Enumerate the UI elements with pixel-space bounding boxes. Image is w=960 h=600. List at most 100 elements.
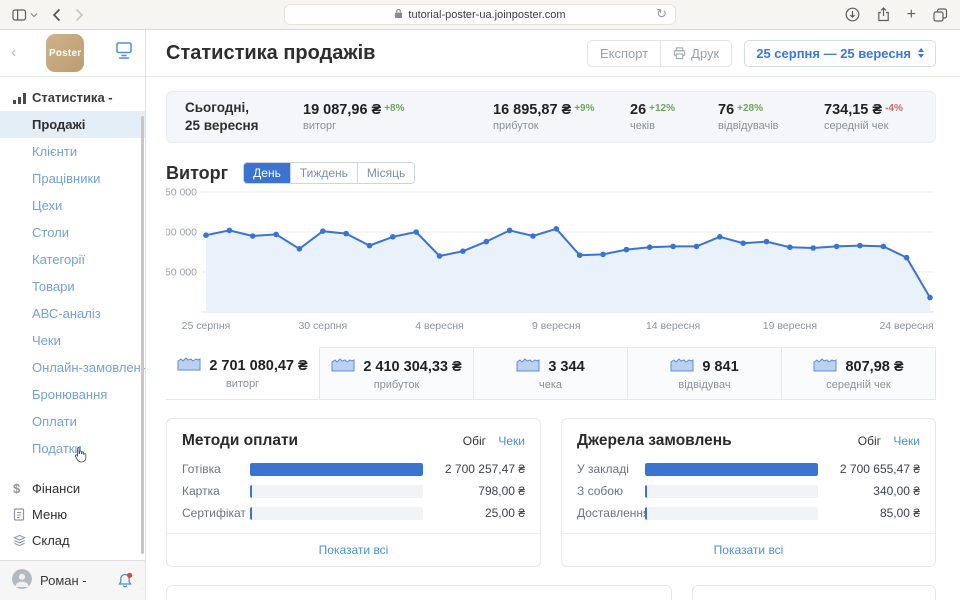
period-segmented-control: День Тиждень Місяць <box>243 162 415 184</box>
date-range-picker[interactable]: 25 серпня — 25 вересня <box>744 40 936 67</box>
sidebar-section-finance[interactable]: $ Фінанси <box>0 475 145 501</box>
sparkline-icon <box>516 357 540 376</box>
sparkline-icon <box>670 357 694 376</box>
today-stat-visitors: 76+28% відвідувачів <box>718 102 824 132</box>
svg-text:14 вересня: 14 вересня <box>646 320 700 332</box>
poster-logo[interactable]: Poster <box>46 34 84 72</box>
sidebar-item-clients[interactable]: Клієнти <box>0 138 145 165</box>
sidebar-item-tables[interactable]: Столи <box>0 219 145 246</box>
sparkline-icon <box>813 357 837 376</box>
toggle-receipts[interactable]: Чеки <box>498 434 525 448</box>
today-title: Сьогодні,25 вересня <box>185 99 303 135</box>
total-visitors[interactable]: 9 841 відвідувач <box>627 347 781 400</box>
downloads-icon[interactable] <box>845 7 860 22</box>
toggle-turnover[interactable]: Обіг <box>858 434 881 448</box>
toggle-turnover[interactable]: Обіг <box>463 434 486 448</box>
tab-overview-icon[interactable] <box>933 8 948 22</box>
sidebar-item-workshops[interactable]: Цехи <box>0 192 145 219</box>
total-profit[interactable]: 2 410 304,33 ₴ прибуток <box>319 347 473 400</box>
back-icon[interactable] <box>52 8 61 22</box>
today-stat-avg-receipt: 734,15 ₴-4% середній чек <box>824 102 903 132</box>
dollar-icon: $ <box>13 481 32 496</box>
by-weekday-title: За днями тижня <box>693 586 935 600</box>
page-title: Статистика продажів <box>166 42 375 65</box>
address-bar[interactable]: tutorial-poster-ua.joinposter.com ↻ <box>284 4 676 25</box>
pos-terminal-icon[interactable] <box>114 42 134 64</box>
by-time-title: За часом <box>167 586 671 600</box>
source-row-takeaway: З собою 340,00 ₴ <box>577 480 920 502</box>
sidebar-item-categories[interactable]: Категорії <box>0 246 145 273</box>
ssl-lock-icon <box>394 8 403 22</box>
sidebar-item-payments[interactable]: Оплати <box>0 408 145 435</box>
sidebar-item-employees[interactable]: Працівники <box>0 165 145 192</box>
svg-text:19 вересня: 19 вересня <box>763 320 817 332</box>
total-avg-receipt[interactable]: 807,98 ₴ середній чек <box>781 347 936 400</box>
user-menu[interactable]: Роман - <box>0 560 145 600</box>
sidebar-item-products[interactable]: Товари <box>0 273 145 300</box>
payment-show-all-link[interactable]: Показати всі <box>167 533 540 566</box>
svg-text:24 вересня: 24 вересня <box>879 320 933 332</box>
sidebar-item-sales[interactable]: Продажі <box>0 111 145 138</box>
source-row-in-venue: У закладі 2 700 655,47 ₴ <box>577 458 920 480</box>
today-stat-profit: 16 895,87 ₴+9% прибуток <box>493 102 630 132</box>
notification-bell-icon[interactable] <box>117 572 133 589</box>
tab-month[interactable]: Місяць <box>357 163 414 183</box>
svg-text:50 000: 50 000 <box>166 267 197 279</box>
new-tab-icon[interactable]: + <box>907 6 916 24</box>
svg-text:30 серпня: 30 серпня <box>298 320 347 332</box>
export-button[interactable]: Експорт <box>588 41 660 66</box>
toggle-receipts[interactable]: Чеки <box>893 434 920 448</box>
svg-text:25 серпня: 25 серпня <box>182 320 231 332</box>
sidebar: ‹ Poster Статистика - Продажі Клієнти Пр… <box>0 30 146 600</box>
svg-text:9 вересня: 9 вересня <box>532 320 580 332</box>
sources-show-all-link[interactable]: Показати всі <box>562 533 935 566</box>
layers-icon <box>13 534 32 547</box>
total-revenue[interactable]: 2 701 080,47 ₴ виторг <box>166 347 319 400</box>
user-name: Роман - <box>40 573 87 588</box>
sidebar-group-statistics[interactable]: Статистика - <box>0 84 145 111</box>
svg-text:4 вересня: 4 вересня <box>415 320 463 332</box>
payment-methods-card: Методи оплати Обіг Чеки Готівка 2 700 25… <box>166 418 541 567</box>
payment-row-cash: Готівка 2 700 257,47 ₴ <box>182 458 525 480</box>
order-sources-title: Джерела замовлень <box>577 432 732 450</box>
document-icon <box>13 508 32 521</box>
revenue-chart: 50 000 100 000 150 000 25 серпня 30 серпня 4 … <box>166 186 936 341</box>
source-row-delivery: Доставлення 85,00 ₴ <box>577 502 920 524</box>
sidebar-toggle-icon[interactable] <box>12 8 38 22</box>
reload-icon[interactable]: ↻ <box>656 6 667 22</box>
sidebar-scrollbar[interactable] <box>141 116 144 554</box>
url-text: tutorial-poster-ua.joinposter.com <box>408 9 565 21</box>
chart-title: Виторг <box>166 163 228 184</box>
by-time-card: За часом 300 000 <box>166 585 672 600</box>
revenue-chart-svg: 50 000 100 000 150 000 25 серпня 30 серпня 4 … <box>166 186 936 336</box>
totals-selector-row: 2 701 080,47 ₴ виторг 2 410 304,33 ₴ при… <box>166 347 936 400</box>
by-weekday-card: За днями тижня 500 000 <box>692 585 936 600</box>
tab-week[interactable]: Тиждень <box>290 163 357 183</box>
sparkline-icon <box>331 357 355 376</box>
date-range-arrows-icon <box>918 48 924 58</box>
sidebar-section-inventory[interactable]: Склад <box>0 527 145 553</box>
order-sources-card: Джерела замовлень Обіг Чеки У закладі 2 … <box>561 418 936 567</box>
avatar <box>12 569 32 592</box>
share-icon[interactable] <box>877 7 890 22</box>
svg-text:100 000: 100 000 <box>166 227 197 239</box>
svg-text:150 000: 150 000 <box>166 187 197 199</box>
mouse-cursor-hand <box>72 446 87 469</box>
today-stat-receipts: 26+12% чеків <box>630 102 718 132</box>
sidebar-section-menu[interactable]: Меню <box>0 501 145 527</box>
tab-day[interactable]: День <box>244 163 290 183</box>
bar-chart-icon <box>13 92 32 104</box>
print-button[interactable]: Друк <box>660 41 731 66</box>
payment-row-certificate: Сертифікат 25,00 ₴ <box>182 502 525 524</box>
sidebar-item-reservations[interactable]: Бронювання <box>0 381 145 408</box>
browser-chrome: tutorial-poster-ua.joinposter.com ↻ + <box>0 0 960 30</box>
forward-icon[interactable] <box>75 8 84 22</box>
printer-icon <box>673 47 686 60</box>
today-summary-card: Сьогодні,25 вересня 19 087,96 ₴+8% витор… <box>166 91 936 143</box>
sidebar-item-online-orders[interactable]: Онлайн-замовлення <box>0 354 145 381</box>
total-receipts[interactable]: 3 344 чека <box>473 347 627 400</box>
sidebar-item-abc-analysis[interactable]: АВС-аналіз <box>0 300 145 327</box>
sidebar-collapse-icon[interactable]: ‹ <box>11 44 16 62</box>
payment-row-card: Картка 798,00 ₴ <box>182 480 525 502</box>
sidebar-item-receipts[interactable]: Чеки <box>0 327 145 354</box>
